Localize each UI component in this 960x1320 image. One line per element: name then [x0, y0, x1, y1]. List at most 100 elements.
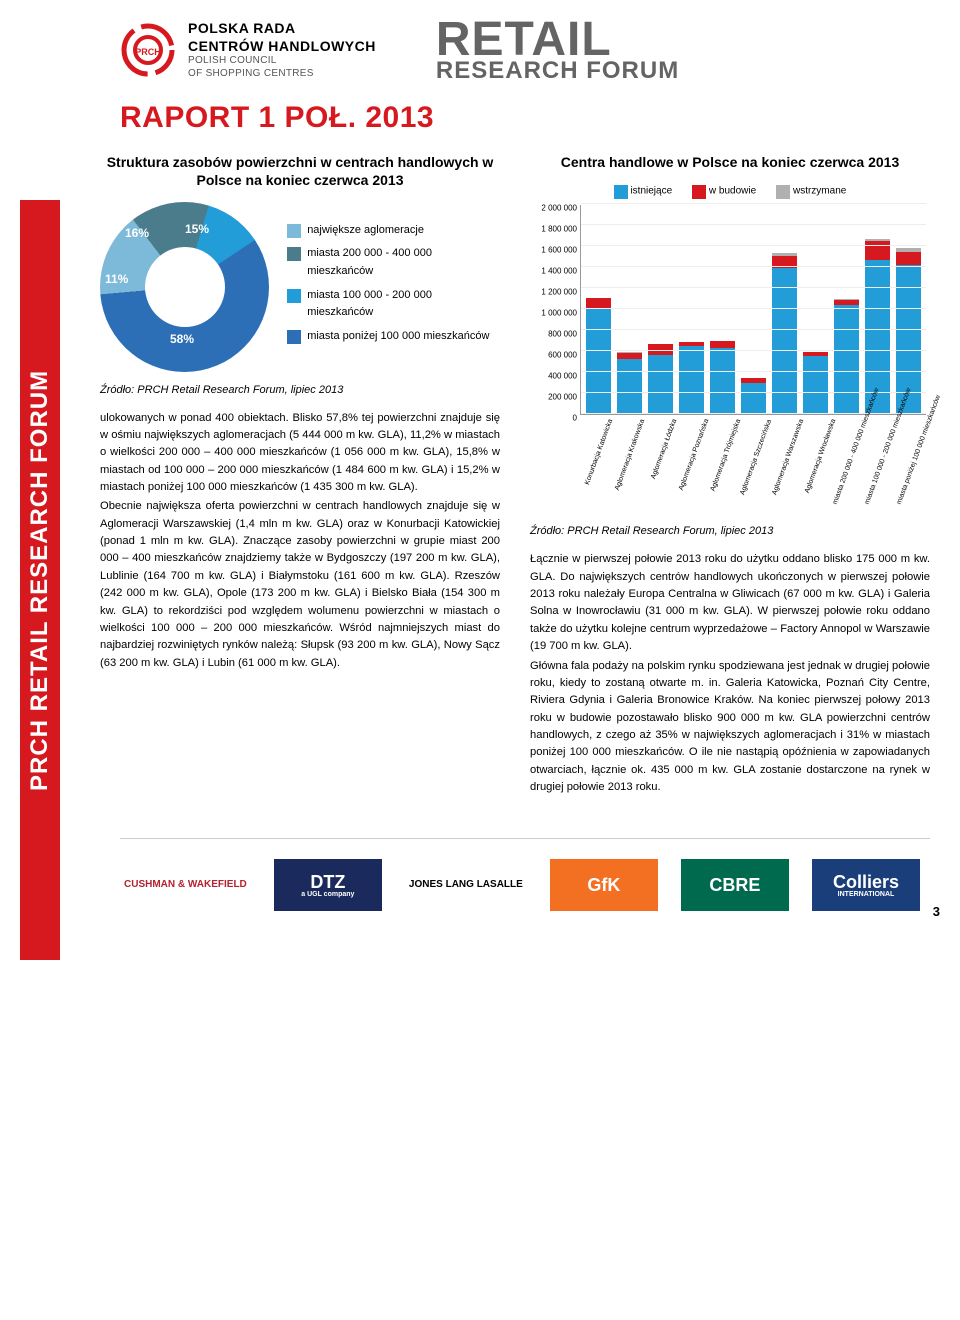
bar-column — [803, 205, 829, 414]
bar-column — [586, 205, 612, 414]
partner-logo: CUSHMAN & WAKEFIELD — [120, 859, 251, 911]
partner-logo-name: CBRE — [709, 876, 760, 894]
legend-swatch — [776, 185, 790, 199]
org-name-line2: CENTRÓW HANDLOWYCH — [188, 38, 376, 56]
bar-segment — [741, 383, 767, 414]
partner-logo-sub: INTERNATIONAL — [838, 891, 895, 898]
org-name-line3: POLISH COUNCIL — [188, 55, 376, 68]
xtick-label: Aglomeracja Łódzka — [641, 419, 678, 506]
partner-logo: ColliersINTERNATIONAL — [812, 859, 920, 911]
legend-swatch — [614, 185, 628, 199]
partner-logo-sub: a UGL company — [301, 891, 354, 898]
bar-column — [834, 205, 860, 414]
legend-swatch — [287, 247, 301, 261]
footer-logos: CUSHMAN & WAKEFIELD DTZa UGL company JONES… — [120, 859, 930, 911]
bar-segment — [710, 348, 736, 415]
ytick-label: 800 000 — [529, 330, 577, 339]
bar-chart-xticks: Konurbacja KatowickaAglomeracja Krakowsk… — [580, 417, 930, 507]
legend-swatch — [287, 330, 301, 344]
partner-logo: GfK — [550, 859, 658, 911]
left-body-text: ulokowanych w ponad 400 obiektach. Blisk… — [100, 410, 500, 672]
bar-segment — [803, 356, 829, 415]
prch-icon: PRCH — [120, 22, 176, 78]
bar-segment — [617, 359, 643, 414]
partner-logo-name: CUSHMAN & WAKEFIELD — [124, 880, 247, 890]
legend-item: miasta poniżej 100 000 mieszkańców — [287, 328, 500, 346]
side-label: PRCH RETAIL RESEARCH FORUM — [20, 200, 60, 960]
bar-chart-legend: istniejące w budowie wstrzymane — [530, 183, 930, 199]
partner-logo: DTZa UGL company — [274, 859, 382, 911]
rrf-logo: RETAIL RESEARCH FORUM — [436, 20, 679, 81]
page-header: PRCH POLSKA RADA CENTRÓW HANDLOWYCH POLI… — [30, 20, 930, 81]
legend-swatch — [287, 224, 301, 238]
bar-legend-item: istniejące — [614, 183, 672, 199]
xtick-label: Konurbacja Katowicka — [577, 419, 614, 506]
xtick-label: Aglomeracja Krakowska — [609, 419, 646, 506]
legend-label: w budowie — [709, 186, 756, 197]
donut-source: Źródło: PRCH Retail Research Forum, lipi… — [100, 384, 500, 396]
bar-source: Źródło: PRCH Retail Research Forum, lipi… — [530, 525, 930, 537]
partner-logo-name: GfK — [587, 876, 620, 894]
bar-segment — [834, 305, 860, 415]
bar-column — [679, 205, 705, 414]
ytick-label: 400 000 — [529, 372, 577, 381]
xtick-label: Aglomeracja Poznańska — [673, 419, 710, 506]
title-bar: RAPORT 1 POŁ. 2013 — [120, 101, 930, 135]
xtick-label: miasta 100 000 - 200 000 mieszkańców — [864, 419, 901, 506]
org-name-line1: POLSKA RADA — [188, 20, 376, 38]
donut-slice-label: 15% — [185, 222, 209, 236]
xtick-label: Aglomeracja Wrocławska — [800, 419, 837, 506]
ytick-label: 600 000 — [529, 351, 577, 360]
partner-logo: JONES LANG LASALLE — [405, 859, 527, 911]
xtick-label: Aglomeracja Szczecińska — [736, 419, 773, 506]
rrf-big: RETAIL — [436, 20, 679, 61]
donut-slice-label: 58% — [170, 332, 194, 346]
donut-chart: 16% 15% 11% 58% — [100, 202, 269, 372]
org-name-line4: OF SHOPPING CENTRES — [188, 68, 376, 81]
partner-logo-name: Colliers — [833, 873, 899, 891]
bar-segment — [586, 298, 612, 307]
legend-label: miasta poniżej 100 000 mieszkańców — [307, 328, 489, 346]
bar-column — [865, 205, 891, 414]
prch-logo: PRCH POLSKA RADA CENTRÓW HANDLOWYCH POLI… — [120, 20, 376, 80]
xtick-label: Aglomeracja Trójmiejska — [704, 419, 741, 506]
donut-legend: największe aglomeracje miasta 200 000 - 4… — [287, 222, 500, 352]
bar-column — [710, 205, 736, 414]
bar-segment — [586, 308, 612, 415]
legend-label: największe aglomeracje — [307, 222, 424, 240]
xtick-label: miasta 200 000 - 400 000 mieszkańców — [832, 419, 869, 506]
report-title: RAPORT 1 POŁ. 2013 — [120, 101, 434, 135]
ytick-label: 1 400 000 — [529, 267, 577, 276]
legend-item: miasta 200 000 - 400 000 mieszkańców — [287, 245, 500, 280]
bar-column — [617, 205, 643, 414]
bar-segment — [679, 346, 705, 414]
bar-legend-item: w budowie — [692, 183, 756, 199]
ytick-label: 1 000 000 — [529, 309, 577, 318]
partner-logo-name: JONES LANG LASALLE — [409, 880, 523, 890]
donut-slice-label: 16% — [125, 226, 149, 240]
donut-chart-title: Struktura zasobów powierzchni w centrach… — [100, 153, 500, 189]
legend-swatch — [692, 185, 706, 199]
partner-logo-name: DTZ — [310, 873, 345, 891]
footer-divider — [120, 838, 930, 839]
legend-label: miasta 100 000 - 200 000 mieszkańców — [307, 287, 500, 322]
ytick-label: 200 000 — [529, 393, 577, 402]
bar-chart: 0200 000400 000600 000800 0001 000 0001 … — [580, 205, 926, 415]
ytick-label: 1 800 000 — [529, 225, 577, 234]
bar-chart-title: Centra handlowe w Polsce na koniec czerw… — [530, 153, 930, 171]
bar-column — [741, 205, 767, 414]
page-number: 3 — [933, 904, 940, 919]
left-column: Struktura zasobów powierzchni w centrach… — [100, 153, 500, 798]
right-body-text: Łącznie w pierwszej połowie 2013 roku do… — [530, 551, 930, 796]
right-column: Centra handlowe w Polsce na koniec czerw… — [530, 153, 930, 798]
bar-legend-item: wstrzymane — [776, 183, 846, 199]
ytick-label: 0 — [529, 414, 577, 423]
donut-slice-label: 11% — [105, 272, 128, 286]
rrf-small: RESEARCH FORUM — [436, 61, 679, 81]
xtick-label: miasta poniżej 100 000 mieszkańców — [895, 419, 932, 506]
ytick-label: 1 600 000 — [529, 246, 577, 255]
bar-segment — [648, 355, 674, 415]
bar-segment — [865, 241, 891, 260]
bar-column — [772, 205, 798, 414]
legend-label: wstrzymane — [793, 186, 846, 197]
